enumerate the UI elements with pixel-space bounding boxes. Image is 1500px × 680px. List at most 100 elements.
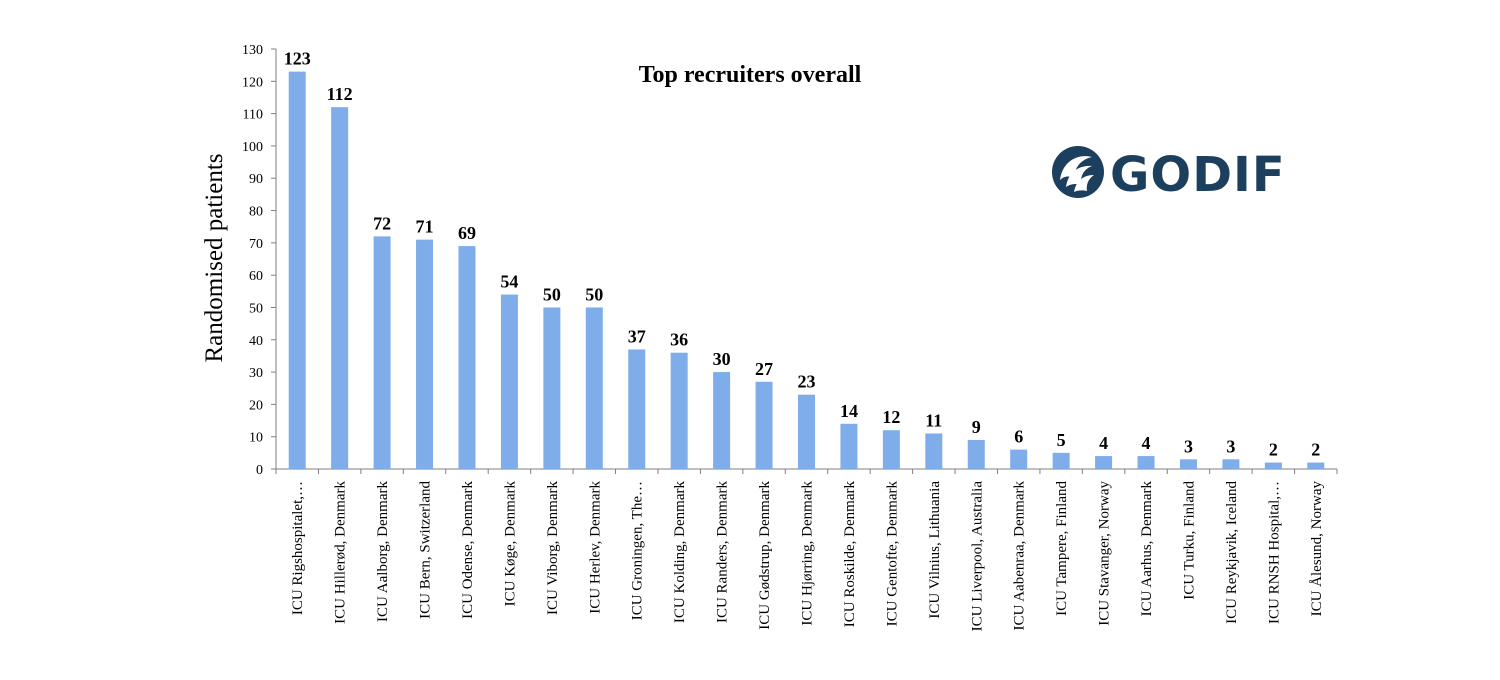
bar xyxy=(1095,456,1113,469)
bar xyxy=(1222,459,1240,469)
x-tick-label: ICU Stavanger, Norway xyxy=(1097,481,1113,626)
bar xyxy=(1264,462,1282,469)
bar-value-label: 112 xyxy=(327,84,353,104)
bar-value-label: 50 xyxy=(585,284,603,304)
y-tick-label: 130 xyxy=(242,43,263,58)
x-tick-label: ICU Odense, Denmark xyxy=(460,481,476,619)
bar xyxy=(882,430,900,469)
y-tick-label: 40 xyxy=(249,334,263,349)
bar xyxy=(373,236,391,469)
godif-logo: GODIF xyxy=(1052,146,1286,203)
x-tick-label: ICU Turku, Finland xyxy=(1181,481,1197,600)
bars xyxy=(288,71,1325,470)
bar xyxy=(755,381,773,469)
x-tick-label: ICU Viborg, Denmark xyxy=(545,481,561,615)
bar xyxy=(967,439,985,469)
bar-value-label: 123 xyxy=(284,49,311,69)
y-tick-label: 90 xyxy=(249,172,263,187)
y-axis-label: Randomised patients xyxy=(201,154,228,363)
x-tick-label: ICU Gentofte, Denmark xyxy=(884,481,900,627)
bar xyxy=(1179,459,1197,469)
chart-title: Top recruiters overall xyxy=(639,62,862,88)
x-tick-label: ICU Aabenraa, Denmark xyxy=(1012,481,1028,631)
y-tick-label: 30 xyxy=(249,366,263,381)
bar xyxy=(543,307,561,469)
x-tick-label: ICU Randers, Denmark xyxy=(715,481,731,624)
x-tick-label: ICU Ålesund, Norway xyxy=(1309,481,1325,617)
x-tick-label: ICU Hjørring, Denmark xyxy=(800,481,816,626)
y-axis: 0 10 20 30 40 50 60 70 80 90 100 110 120 130 xyxy=(242,43,277,478)
y-tick-label: 10 xyxy=(249,431,263,446)
bar-value-label: 3 xyxy=(1184,436,1193,456)
bar-value-label: 50 xyxy=(543,284,561,304)
bar-value-label: 11 xyxy=(925,410,942,430)
x-tick-label: ICU Roskilde, Denmark xyxy=(842,481,858,628)
bar-value-label: 27 xyxy=(755,359,773,379)
bar xyxy=(713,372,731,469)
wave-circle-icon xyxy=(1052,146,1104,198)
bar-value-label: 36 xyxy=(670,330,688,350)
x-tick-label: ICU Gødstrup, Denmark xyxy=(757,481,773,630)
y-tick-label: 100 xyxy=(242,140,263,155)
bar xyxy=(1307,462,1325,469)
bar-value-label: 5 xyxy=(1057,430,1066,450)
bar-value-label: 6 xyxy=(1014,427,1023,447)
x-tick-label: ICU Groningen, The… xyxy=(630,481,646,620)
x-tick-label: ICU Reykjavik, Iceland xyxy=(1224,481,1240,624)
bar xyxy=(500,294,518,469)
y-tick-label: 80 xyxy=(249,205,263,220)
x-tick-label: ICU RNSH Hospital,… xyxy=(1266,481,1282,624)
bar-value-label: 37 xyxy=(628,326,646,346)
bar xyxy=(670,352,688,469)
bar-value-label: 71 xyxy=(416,217,434,237)
bar-value-label: 4 xyxy=(1099,433,1108,453)
y-tick-label: 120 xyxy=(242,75,263,90)
bar-value-label: 30 xyxy=(713,349,731,369)
logo-text: GODIF xyxy=(1110,147,1286,203)
x-tick-label: ICU Køge, Denmark xyxy=(502,481,518,607)
bar-value-label: 69 xyxy=(458,223,476,243)
x-tick-label: ICU Aarhus, Denmark xyxy=(1139,481,1155,617)
bar xyxy=(1052,452,1070,469)
x-tick-label: ICU Bern, Switzerland xyxy=(418,481,434,619)
bar xyxy=(1137,456,1155,469)
bar xyxy=(1010,449,1028,469)
bar xyxy=(628,349,646,469)
x-tick-label: ICU Tampere, Finland xyxy=(1054,481,1070,616)
x-tick-label: ICU Vilnius, Lithuania xyxy=(927,481,943,619)
bar xyxy=(840,423,858,469)
x-tick-label: ICU Rigshospitalet,… xyxy=(290,481,306,615)
y-tick-label: 50 xyxy=(249,301,263,316)
bar-value-label: 4 xyxy=(1142,433,1151,453)
y-tick-label: 60 xyxy=(249,269,263,284)
x-tick-label: ICU Herlev, Denmark xyxy=(587,481,603,614)
bar xyxy=(331,107,349,470)
y-tick-label: 0 xyxy=(256,463,263,478)
x-tick-label: ICU Hillerød, Denmark xyxy=(333,481,349,624)
bar xyxy=(585,307,603,469)
bar-value-label: 9 xyxy=(972,417,981,437)
x-tick-label: ICU Liverpool, Australia xyxy=(969,481,985,632)
x-axis xyxy=(275,468,1338,474)
bar-value-label: 14 xyxy=(840,401,858,421)
x-tick-label: ICU Aalborg, Denmark xyxy=(375,481,391,622)
bar-value-label: 12 xyxy=(882,407,900,427)
y-tick-label: 110 xyxy=(243,108,263,123)
bar-value-label: 54 xyxy=(500,272,518,292)
x-tick-labels: ICU Rigshospitalet,… ICU Hillerød, Denmar… xyxy=(290,481,1325,632)
y-tick-label: 20 xyxy=(249,398,263,413)
bar-value-label: 2 xyxy=(1311,440,1320,460)
bar xyxy=(458,246,476,469)
bar-value-label: 3 xyxy=(1226,436,1235,456)
y-tick-label: 70 xyxy=(249,237,263,252)
x-tick-label: ICU Kolding, Denmark xyxy=(672,481,688,624)
bar-value-label: 2 xyxy=(1269,440,1278,460)
bar xyxy=(288,71,306,469)
bar xyxy=(798,394,815,469)
bar-value-label: 23 xyxy=(798,372,816,392)
bar xyxy=(925,433,943,469)
bar xyxy=(416,239,434,469)
bar-value-label: 72 xyxy=(373,213,391,233)
